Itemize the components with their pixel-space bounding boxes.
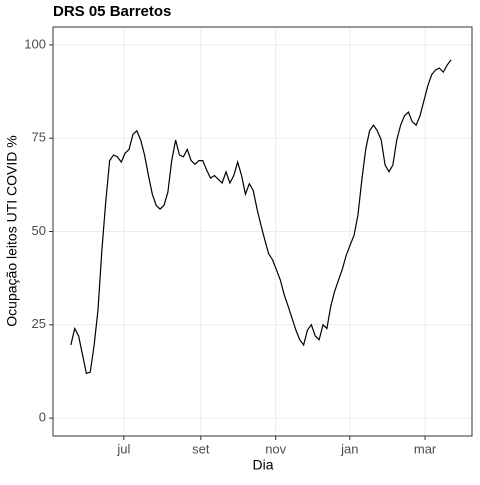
y-tick-label: 0 <box>39 410 46 425</box>
x-tick-label: jan <box>340 441 358 456</box>
line <box>70 59 452 375</box>
panel-border <box>52 26 473 437</box>
x-axis-label: Dia <box>252 457 273 473</box>
y-axis-label: Ocupação leitos UTI COVID % <box>4 135 20 326</box>
x-tick-label: set <box>192 441 210 456</box>
x-tick-label: mar <box>414 441 437 456</box>
y-tick-label: 75 <box>32 130 46 145</box>
y-tick-label: 25 <box>32 316 46 331</box>
y-tick-label: 100 <box>24 36 46 51</box>
chart-title: DRS 05 Barretos <box>53 3 171 20</box>
y-tick-label: 50 <box>32 223 46 238</box>
x-tick-label: jul <box>116 441 130 456</box>
x-tick-label: nov <box>265 441 286 456</box>
